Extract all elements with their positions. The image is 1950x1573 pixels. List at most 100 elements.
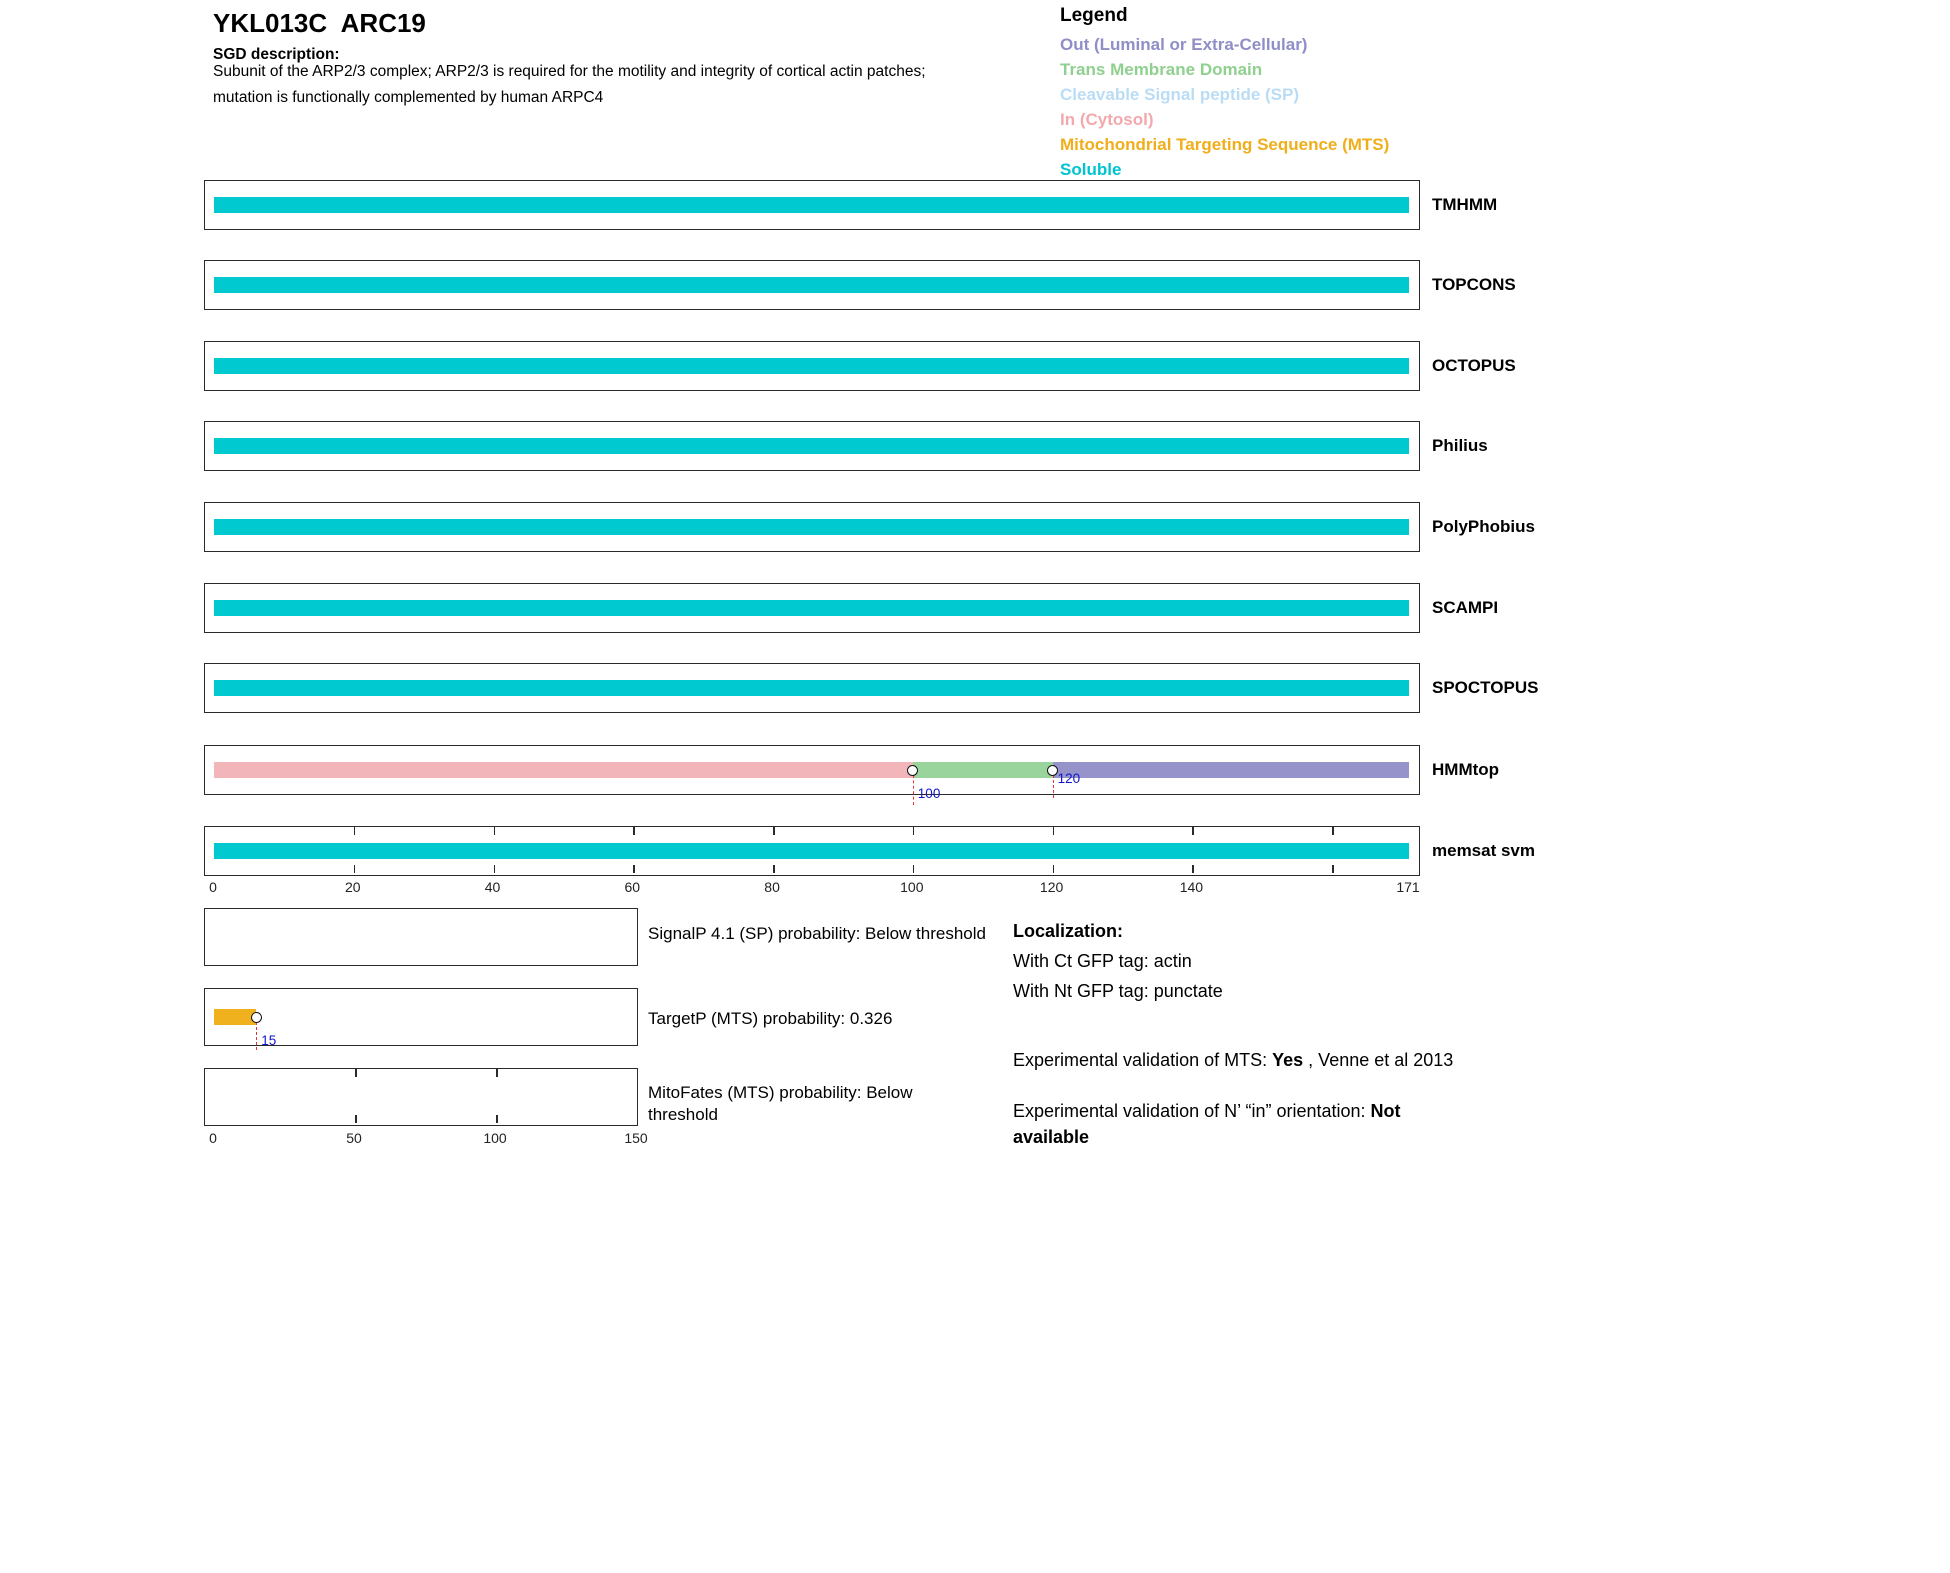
boundary-marker [250, 1011, 262, 1023]
mts-validation-suffix: , Venne et al 2013 [1303, 1050, 1454, 1070]
segment-soluble [214, 197, 1409, 213]
segment-soluble [214, 358, 1409, 374]
probability-axis-tick-label: 100 [483, 1130, 507, 1146]
axis-tick [496, 1069, 498, 1077]
legend-item-trans-membrane: Trans Membrane Domain [1060, 60, 1263, 79]
targetp-probability-label: TargetP (MTS) probability: 0.326 [648, 1009, 893, 1028]
boundary-marker [1047, 764, 1059, 776]
panel-box-targetp: 15 [204, 988, 638, 1050]
ct-gfp-tag-text: With Ct GFP tag: actin [1013, 951, 1192, 971]
axis-tick [1192, 865, 1194, 873]
axis-tick [633, 865, 635, 873]
residue-axis-tick-label: 0 [209, 879, 217, 895]
boundary-line [912, 775, 914, 805]
axis-tick [353, 865, 356, 873]
axis-tick [1332, 827, 1334, 835]
legend-item-out: Out (Luminal or Extra-Cellular) [1060, 35, 1308, 54]
boundary-label: 15 [261, 1033, 277, 1048]
boundary-label: 100 [917, 786, 941, 801]
orientation-value: Not available [1013, 1101, 1401, 1147]
legend-item-signal-peptide: Cleavable Signal peptide (SP) [1060, 85, 1300, 104]
panel-box-mitofates [204, 1068, 638, 1126]
mts-validation-text: Experimental validation of MTS: Yes , Ve… [1013, 1050, 1453, 1071]
track-label-memsat-svm: memsat svm [1432, 841, 1536, 860]
axis-tick [496, 1115, 498, 1123]
residue-axis-tick-label: 80 [764, 879, 780, 895]
axis-tick [773, 827, 775, 835]
probability-axis-tick-label: 150 [624, 1130, 648, 1146]
residue-axis-tick-label: 140 [1179, 879, 1204, 895]
segment-mts [214, 1009, 257, 1025]
sgd-description-label: SGD description: [213, 46, 340, 63]
boundary-marker [907, 764, 919, 776]
axis-tick [912, 827, 915, 835]
axis-tick [912, 865, 915, 873]
track-box-scampi [204, 583, 1420, 633]
axis-tick [355, 1115, 357, 1123]
track-box-octopus [204, 341, 1420, 391]
segment-soluble [214, 519, 1409, 535]
residue-axis-tick-label: 171 [1396, 879, 1420, 895]
axis-tick [633, 827, 635, 835]
probability-axis-tick-label: 0 [209, 1130, 217, 1146]
orientation-validation-text: Experimental validation of N’ “in” orien… [1013, 1098, 1471, 1150]
axis-tick [773, 865, 775, 873]
track-box-polyphobius [204, 502, 1420, 552]
mitofates-probability-label: MitoFates (MTS) probability: Below thres… [648, 1083, 913, 1124]
mts-validation-prefix: Experimental validation of MTS: [1013, 1050, 1273, 1070]
axis-tick [493, 865, 495, 873]
legend-title: Legend [1060, 5, 1128, 26]
axis-tick [1192, 827, 1194, 835]
segment-soluble [214, 680, 1409, 696]
residue-axis-tick-label: 60 [624, 879, 641, 895]
axis-tick [1052, 827, 1055, 835]
track-box-hmmtop: 100 120 [204, 745, 1420, 805]
segment-tm [912, 762, 1053, 778]
segment-soluble [214, 843, 1409, 859]
segment-soluble [214, 277, 1409, 293]
panel-box-signalp [204, 908, 638, 966]
boundary-line [1052, 775, 1054, 798]
axis-tick [1332, 865, 1334, 873]
track-label-octopus: OCTOPUS [1432, 356, 1516, 375]
page-title: YKL013C ARC19 [213, 8, 426, 38]
segment-soluble [214, 438, 1409, 454]
legend-item-soluble: Soluble [1060, 160, 1122, 179]
track-box-tmhmm [204, 180, 1420, 230]
boundary-label: 120 [1057, 771, 1081, 786]
boundary-line [256, 1022, 258, 1050]
legend-item-mts: Mitochondrial Targeting Sequence (MTS) [1060, 135, 1390, 154]
segment-out [1052, 762, 1409, 778]
signalp-probability-label: SignalP 4.1 (SP) probability: Below thre… [648, 924, 986, 943]
legend: Legend Out (Luminal or Extra-Cellular) T… [1060, 5, 1389, 182]
track-label-hmmtop: HMMtop [1432, 760, 1500, 779]
legend-item-in-cytosol: In (Cytosol) [1060, 110, 1154, 129]
nt-gfp-tag-text: With Nt GFP tag: punctate [1013, 981, 1223, 1001]
axis-tick [355, 1069, 357, 1077]
track-label-scampi: SCAMPI [1432, 598, 1499, 617]
residue-axis-tick-label: 40 [484, 879, 501, 895]
sgd-description-line2: mutation is functionally complemented by… [213, 89, 604, 106]
track-label-tmhmm: TMHMM [1432, 195, 1498, 214]
localization-title: Localization: [1013, 921, 1124, 941]
segment-in [214, 762, 913, 778]
axis-tick [353, 827, 356, 835]
residue-axis-tick-label: 20 [345, 879, 361, 895]
track-label-philius: Philius [1432, 436, 1488, 455]
track-box-spoctopus [204, 663, 1420, 713]
track-label-polyphobius: PolyPhobius [1432, 517, 1535, 536]
localization-section: Localization: With Ct GFP tag: actin Wit… [1013, 916, 1223, 1006]
axis-tick [1052, 865, 1055, 873]
axis-tick [493, 827, 495, 835]
track-label-spoctopus: SPOCTOPUS [1432, 678, 1539, 697]
probability-axis-tick-label: 50 [346, 1130, 362, 1146]
segment-soluble [214, 600, 1409, 616]
track-box-philius [204, 421, 1420, 471]
sgd-description-line1: Subunit of the ARP2/3 complex; ARP2/3 is… [213, 63, 926, 80]
residue-axis-tick-label: 100 [900, 879, 924, 895]
residue-axis-tick-label: 120 [1039, 879, 1064, 895]
track-label-topcons: TOPCONS [1432, 275, 1516, 294]
orientation-prefix: Experimental validation of N’ “in” orien… [1013, 1101, 1371, 1121]
mts-validation-value: Yes [1272, 1050, 1304, 1070]
track-box-topcons [204, 260, 1420, 310]
